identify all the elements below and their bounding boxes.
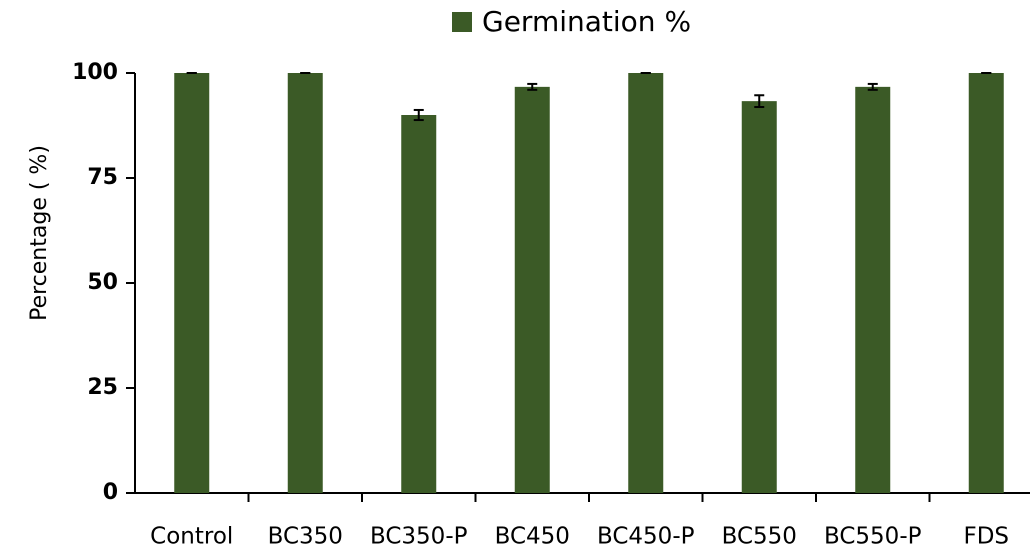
- bar: [855, 87, 890, 493]
- x-tick-label: BC350: [268, 524, 343, 550]
- x-tick-label: BC550-P: [824, 524, 922, 550]
- y-tick-label: 100: [72, 60, 118, 85]
- legend-swatch: [452, 12, 472, 32]
- y-tick-label: 25: [87, 375, 118, 400]
- bar: [288, 73, 323, 493]
- legend-label: Germination %: [482, 5, 691, 38]
- y-tick-label: 75: [87, 165, 118, 190]
- chart: Percentage ( %) Germination % 0 25 50 75 100 C…: [0, 0, 1030, 552]
- x-tick-label: FDS: [963, 524, 1009, 550]
- x-tick-label: BC350-P: [370, 524, 468, 550]
- bar: [174, 73, 209, 493]
- y-tick-label: 0: [103, 480, 118, 505]
- bar: [969, 73, 1004, 493]
- x-tick-label: Control: [150, 524, 233, 550]
- x-tick-label: BC550: [722, 524, 797, 550]
- bar: [742, 101, 777, 493]
- x-tick-label: BC450: [495, 524, 570, 550]
- bar: [628, 73, 663, 493]
- x-tick-label: BC450-P: [597, 524, 695, 550]
- bar: [401, 115, 436, 493]
- y-axis-title: Percentage ( %): [27, 145, 52, 321]
- y-tick-label: 50: [87, 270, 118, 295]
- bar: [515, 87, 550, 493]
